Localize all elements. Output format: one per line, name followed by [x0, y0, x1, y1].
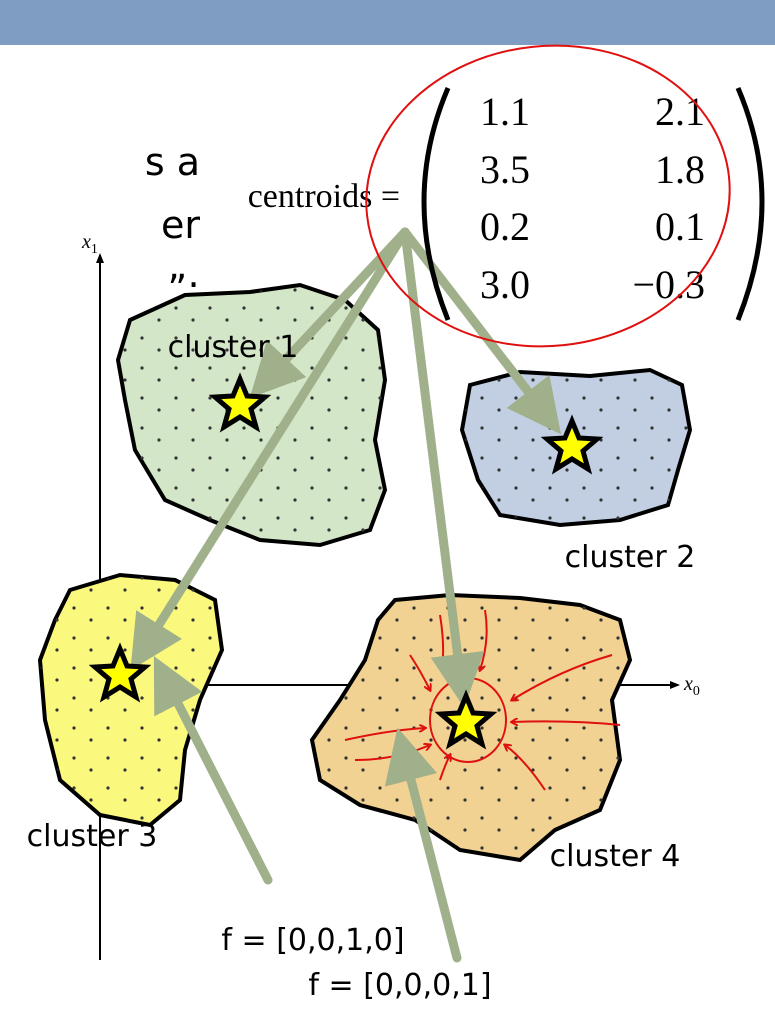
axis-label: x0: [683, 673, 700, 699]
matrix-entry: 0.1: [655, 204, 705, 249]
matrix-entry: 3.0: [480, 262, 530, 307]
matrix-entry: 1.1: [480, 89, 530, 134]
matrix-label: centroids =: [248, 178, 400, 215]
matrix: 1.1 2.1 3.5 1.8 0.2 0.1 3.0 −0.3: [480, 89, 705, 307]
cluster-label: cluster 3: [27, 819, 158, 854]
cluster-3: [40, 575, 222, 825]
matrix-entry: 3.5: [480, 147, 530, 192]
slide-text: er: [161, 203, 200, 247]
axis-label: x1: [81, 231, 98, 257]
slide: s a er ”: x1 x0: [0, 0, 775, 1009]
axis-subscript: 1: [91, 242, 98, 257]
cluster-label: cluster 2: [565, 540, 696, 575]
matrix-entry: 0.2: [480, 204, 530, 249]
axis-subscript: 0: [693, 684, 700, 699]
title-bar: [0, 0, 775, 45]
feature-label: f = [0,0,0,1]: [308, 968, 491, 1003]
red-circle: [351, 28, 744, 364]
cluster-label: cluster 1: [168, 330, 299, 365]
axis-symbol: x: [81, 231, 91, 253]
axis-symbol: x: [683, 673, 693, 695]
slide-text: s a: [145, 140, 200, 184]
feature-label: f = [0,0,1,0]: [221, 923, 404, 958]
right-paren: [738, 88, 762, 320]
cluster-label: cluster 4: [550, 839, 681, 874]
matrix-entry: 2.1: [655, 89, 705, 134]
matrix-entry: −0.3: [632, 262, 705, 307]
matrix-entry: 1.8: [655, 147, 705, 192]
